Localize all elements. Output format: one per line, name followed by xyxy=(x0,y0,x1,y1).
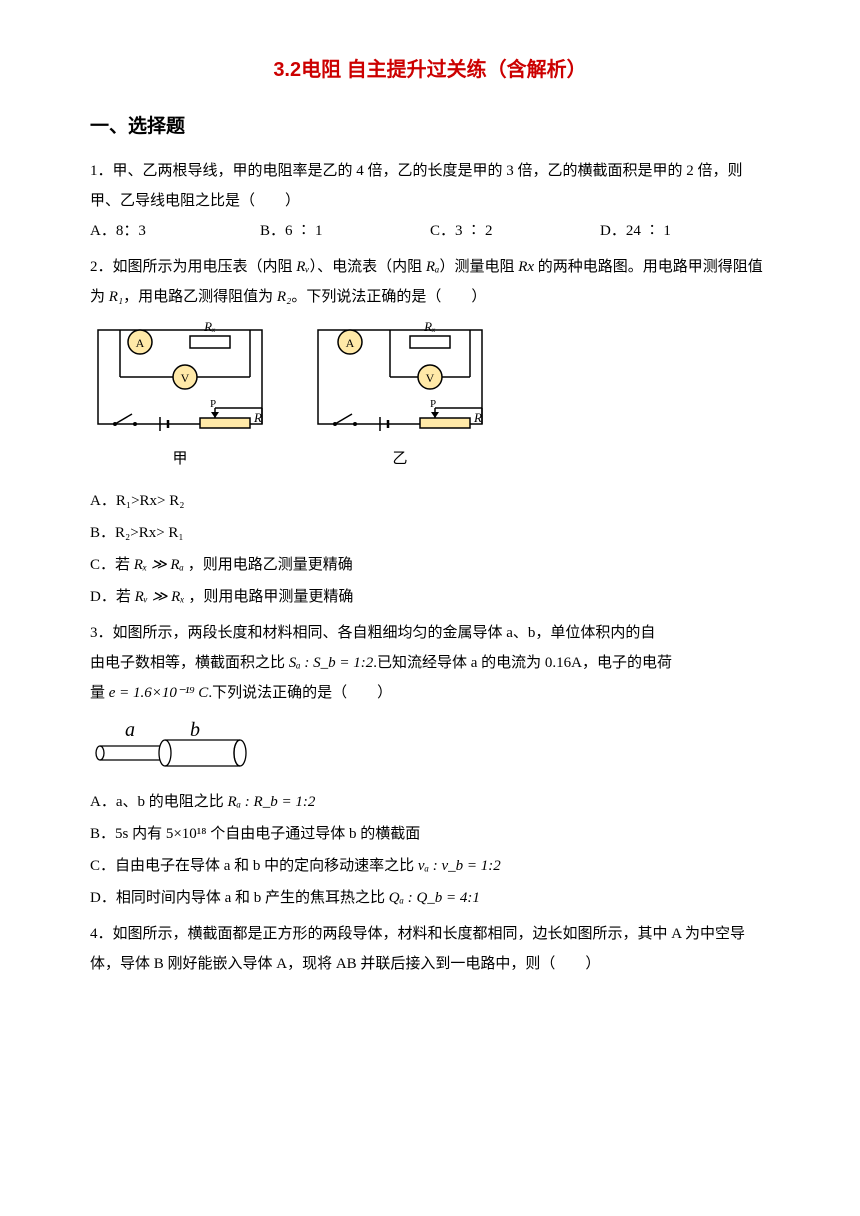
q1-opt-d: D．24 ∶ 1 xyxy=(600,216,770,246)
q2-suffix: 。下列说法正确的是（ ） xyxy=(291,289,486,305)
page-title: 3.2电阻 自主提升过关练（含解析） xyxy=(90,50,770,90)
q2-rx: Rx xyxy=(518,259,534,275)
q3l2s: .已知流经导体 a 的电流为 0.16A，电子的电荷 xyxy=(373,655,672,671)
q2-opt-d: D．若 Rᵥ ≫ Rₓ ，则用电路甲测量更精确 xyxy=(90,582,770,612)
q3l2m: Sₐ : S_b = 1:2 xyxy=(289,655,374,671)
q2c-m: Rₓ ≫ Rₐ xyxy=(134,557,184,573)
svg-text:V: V xyxy=(181,371,190,385)
circuit-yi-svg: A Rₓ V P xyxy=(310,322,490,442)
q3l3p: 量 xyxy=(90,685,109,701)
q2-m2: ）测量电阻 xyxy=(439,259,518,275)
q3-line3: 量 e = 1.6×10⁻¹⁹ C.下列说法正确的是（ ） xyxy=(90,678,770,708)
q3-opt-c: C．自由电子在导体 a 和 b 中的定向移动速率之比 vₐ : v_b = 1:… xyxy=(90,851,770,881)
q1-opt-a: A．8：3 xyxy=(90,216,260,246)
q2c-s: ，则用电路乙测量更精确 xyxy=(184,557,353,573)
svg-text:A: A xyxy=(346,336,355,350)
caption-jia: 甲 xyxy=(90,444,270,474)
question-2: 2．如图所示为用电压表（内阻 Rᵥ）、电流表（内阻 Rₐ）测量电阻 Rx 的两种… xyxy=(90,252,770,612)
q3-line1: 3．如图所示，两段长度和材料相同、各自粗细均匀的金属导体 a、b，单位体积内的自 xyxy=(90,618,770,648)
q3c-p: C．自由电子在导体 a 和 b 中的定向移动速率之比 xyxy=(90,858,418,874)
q3-opt-d: D．相同时间内导体 a 和 b 产生的焦耳热之比 Qₐ : Q_b = 4:1 xyxy=(90,883,770,913)
q2-text: 2．如图所示为用电压表（内阻 Rᵥ）、电流表（内阻 Rₐ）测量电阻 Rx 的两种… xyxy=(90,252,770,312)
q2-r1: R₁ xyxy=(109,289,123,305)
q3d-m: Qₐ : Q_b = 4:1 xyxy=(389,890,480,906)
q2-rv: Rᵥ xyxy=(296,259,309,275)
svg-text:Rₓ: Rₓ xyxy=(423,322,436,334)
q2-opt-c: C．若 Rₓ ≫ Rₐ ，则用电路乙测量更精确 xyxy=(90,550,770,580)
q2d-s: ，则用电路甲测量更精确 xyxy=(185,589,354,605)
q2-opt-b: B．R₂>Rx> R₁ xyxy=(90,518,770,548)
q2-prefix: 2．如图所示为用电压表（内阻 xyxy=(90,259,296,275)
svg-text:R: R xyxy=(253,410,262,425)
q2-m4: ，用电路乙测得阻值为 xyxy=(123,289,277,305)
circuit-jia-svg: A Rₓ V P xyxy=(90,322,270,442)
q2-m1: ）、电流表（内阻 xyxy=(310,259,426,275)
q2-figures: A Rₓ V P xyxy=(90,322,770,474)
q3d-p: D．相同时间内导体 a 和 b 产生的焦耳热之比 xyxy=(90,890,389,906)
circuit-jia: A Rₓ V P xyxy=(90,322,270,474)
q3-opt-b: B．5s 内有 5×10¹⁸ 个自由电子通过导体 b 的横截面 xyxy=(90,819,770,849)
q3l3m: e = 1.6×10⁻¹⁹ C xyxy=(109,685,209,701)
q2d-p: D．若 xyxy=(90,589,135,605)
q1-opt-c: C．3 ∶ 2 xyxy=(430,216,600,246)
svg-text:b: b xyxy=(190,719,200,741)
q3c-m: vₐ : v_b = 1:2 xyxy=(418,858,501,874)
q2-options: A．R₁>Rx> R₂ B．R₂>Rx> R₁ C．若 Rₓ ≫ Rₐ ，则用电… xyxy=(90,486,770,612)
q3-opt-a: A．a、b 的电阻之比 Rₐ : R_b = 1:2 xyxy=(90,787,770,817)
q4-text: 4．如图所示，横截面都是正方形的两段导体，材料和长度都相同，边长如图所示，其中 … xyxy=(90,919,770,979)
svg-text:a: a xyxy=(125,719,135,741)
q3a-p: A．a、b 的电阻之比 xyxy=(90,794,228,810)
question-4: 4．如图所示，横截面都是正方形的两段导体，材料和长度都相同，边长如图所示，其中 … xyxy=(90,919,770,979)
q2d-m: Rᵥ ≫ Rₓ xyxy=(135,589,185,605)
question-3: 3．如图所示，两段长度和材料相同、各自粗细均匀的金属导体 a、b，单位体积内的自… xyxy=(90,618,770,913)
svg-text:R: R xyxy=(473,410,482,425)
section-header: 一、选择题 xyxy=(90,108,770,146)
q2-ra: Rₐ xyxy=(426,259,440,275)
q3l2p: 由电子数相等，横截面积之比 xyxy=(90,655,289,671)
q2-r2: R₂ xyxy=(277,289,291,305)
q2c-p: C．若 xyxy=(90,557,134,573)
q3-line2: 由电子数相等，横截面积之比 Sₐ : S_b = 1:2.已知流经导体 a 的电… xyxy=(90,648,770,678)
q3a-m: Rₐ : R_b = 1:2 xyxy=(228,794,316,810)
q1-text: 1．甲、乙两根导线，甲的电阻率是乙的 4 倍，乙的长度是甲的 3 倍，乙的横截面… xyxy=(90,156,770,216)
svg-text:V: V xyxy=(426,371,435,385)
question-1: 1．甲、乙两根导线，甲的电阻率是乙的 4 倍，乙的长度是甲的 3 倍，乙的横截面… xyxy=(90,156,770,246)
q2-opt-a: A．R₁>Rx> R₂ xyxy=(90,486,770,516)
svg-text:A: A xyxy=(136,336,145,350)
q3-options: A．a、b 的电阻之比 Rₐ : R_b = 1:2 B．5s 内有 5×10¹… xyxy=(90,787,770,913)
conductor-svg: a b xyxy=(90,718,260,773)
q3-figure: a b xyxy=(90,718,770,773)
q3l3s: .下列说法正确的是（ ） xyxy=(208,685,392,701)
caption-yi: 乙 xyxy=(310,444,490,474)
q1-opt-b: B．6 ∶ 1 xyxy=(260,216,430,246)
svg-text:Rₓ: Rₓ xyxy=(203,322,216,334)
circuit-yi: A Rₓ V P xyxy=(310,322,490,474)
q1-options: A．8：3 B．6 ∶ 1 C．3 ∶ 2 D．24 ∶ 1 xyxy=(90,216,770,246)
